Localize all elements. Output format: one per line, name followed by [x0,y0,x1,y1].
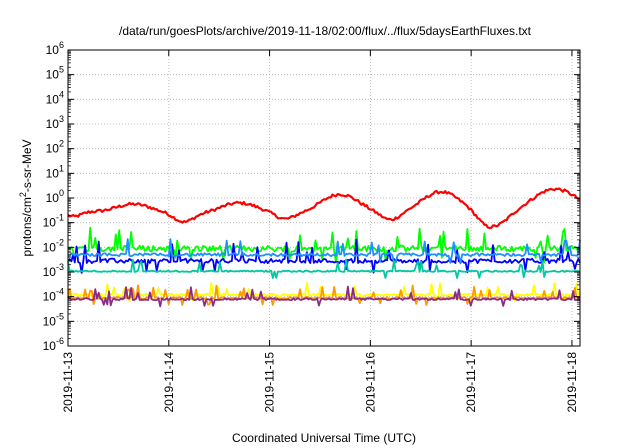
y-tick-label: 10-4 [43,287,64,304]
y-tick-exp: 5 [59,65,64,75]
y-axis-label: protons/cm2-s-sr-MeV [18,139,34,256]
y-tick-base: 10 [46,166,60,180]
y-tick-label: 10-1 [43,213,64,230]
data-series [67,187,581,308]
y-tick-base: 10 [43,216,57,230]
y-tick-label: 104 [46,89,64,106]
y-tick-label: 102 [46,139,64,156]
y-tick-base: 10 [43,265,57,279]
y-tick-exp: -2 [56,237,64,247]
y-axis-label-sup: 2 [18,192,28,197]
y-tick-label: 100 [46,188,64,205]
y-tick-base: 10 [46,191,60,205]
y-tick-base: 10 [46,43,60,57]
x-tick-label: 2019-11-18 [565,352,579,413]
x-tick-label: 2019-11-15 [263,352,277,413]
y-tick-base: 10 [46,92,60,106]
y-tick-base: 10 [46,117,60,131]
y-tick-exp: 3 [59,114,64,124]
y-tick-label: 101 [46,163,64,180]
y-axis-label-suffix: -s-sr-MeV [20,139,34,192]
y-tick-label: 103 [46,114,64,131]
series-line [67,258,581,279]
series-line [67,226,581,263]
x-tick-label: 2019-11-14 [162,352,176,413]
x-tick-label: 2019-11-17 [464,352,478,413]
y-tick-exp: 4 [59,89,64,99]
y-tick-base: 10 [43,314,57,328]
y-axis-label-prefix: protons/cm [20,197,34,256]
y-tick-label: 10-3 [43,262,64,279]
y-tick-base: 10 [46,142,60,156]
chart-title: /data/run/goesPlots/archive/2019-11-18/0… [119,24,532,38]
y-tick-base: 10 [43,339,57,353]
y-tick-exp: -3 [56,262,64,272]
y-tick-base: 10 [46,68,60,82]
x-tick-label: 2019-11-16 [363,352,377,413]
y-tick-label: 10-2 [43,237,64,254]
x-axis-ticks: 2019-11-13 2019-11-14 2019-11-15 2019-11-16… [61,50,579,413]
y-tick-base: 10 [43,240,57,254]
grid-lines [68,50,580,346]
y-tick-label: 10-6 [43,336,64,353]
y-tick-label: 10-5 [43,311,64,328]
series-line [67,238,581,265]
y-tick-label: 106 [46,40,64,57]
x-axis-label: Coordinated Universal Time (UTC) [232,431,416,445]
series-line [67,187,581,230]
series-line [67,238,581,274]
y-axis-ticks: 10610510410310210110010-110-210-310-410-… [43,40,580,353]
y-tick-exp: 0 [59,188,64,198]
y-tick-exp: 2 [59,139,64,149]
y-tick-base: 10 [43,290,57,304]
y-tick-exp: -4 [56,287,64,297]
y-tick-exp: -6 [56,336,64,346]
y-tick-exp: 6 [59,40,64,50]
series-line [67,285,581,308]
y-tick-exp: -1 [56,213,64,223]
y-tick-exp: -5 [56,311,64,321]
y-tick-exp: 1 [59,163,64,173]
y-tick-label: 105 [46,65,64,82]
x-tick-label: 2019-11-13 [61,352,75,413]
